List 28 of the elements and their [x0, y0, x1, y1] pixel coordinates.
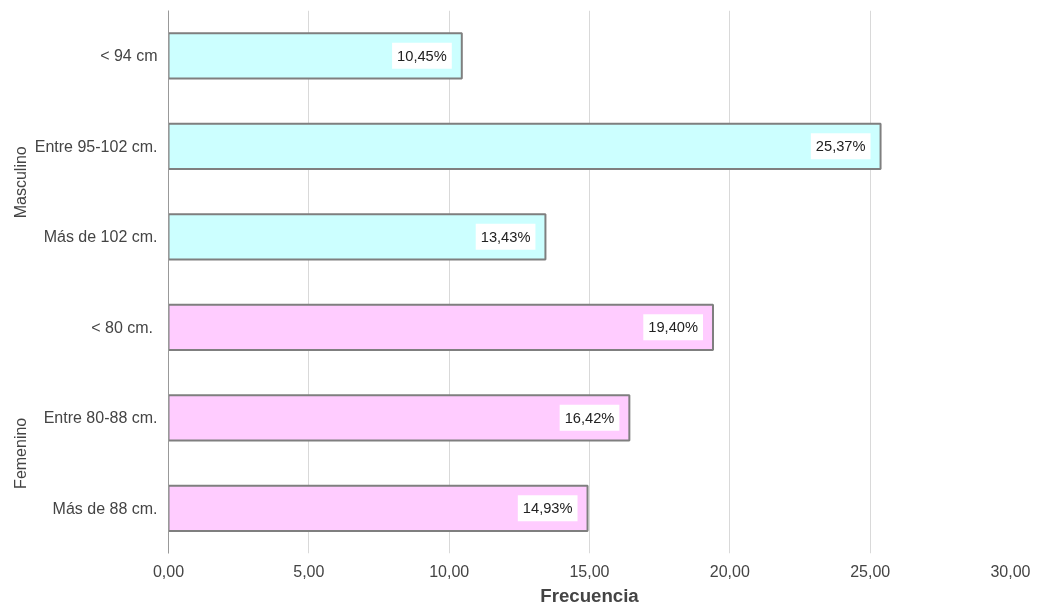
bar: [168, 32, 463, 80]
bar: [168, 303, 714, 351]
y-tick-label: Entre 80-88 cm.: [43, 409, 158, 427]
y-tick-label: Entre 95-102 cm.: [34, 137, 158, 155]
x-tick-label: 25,00: [850, 562, 891, 580]
x-tick-label: 20,00: [709, 562, 750, 580]
bar: [168, 484, 589, 532]
y-tick-label: Más de 88 cm.: [52, 499, 158, 517]
data-label: 13,43%: [480, 228, 531, 245]
y-tick-label: < 80 cm.: [91, 318, 154, 336]
text: Femenino: [12, 417, 29, 489]
bar: [168, 394, 631, 442]
data-label: 25,37%: [815, 138, 866, 155]
x-tick-label: 30,00: [990, 562, 1031, 580]
x-tick-label: 0,00: [152, 562, 185, 580]
bar: [168, 122, 882, 170]
x-tick-label: 15,00: [569, 562, 610, 580]
x-axis-title: Frecuencia: [540, 584, 640, 606]
data-label: 19,40%: [648, 319, 698, 336]
data-label: 14,93%: [522, 500, 573, 517]
bar: [168, 213, 547, 261]
y-tick-label: < 94 cm: [100, 47, 158, 65]
x-tick-label: 10,00: [429, 562, 470, 580]
x-tick-label: 5,00: [293, 562, 325, 580]
data-label: 16,42%: [564, 409, 615, 426]
data-label: 10,45%: [397, 47, 447, 64]
text: Masculino: [12, 146, 29, 219]
y-tick-label: Más de 102 cm.: [43, 228, 158, 246]
